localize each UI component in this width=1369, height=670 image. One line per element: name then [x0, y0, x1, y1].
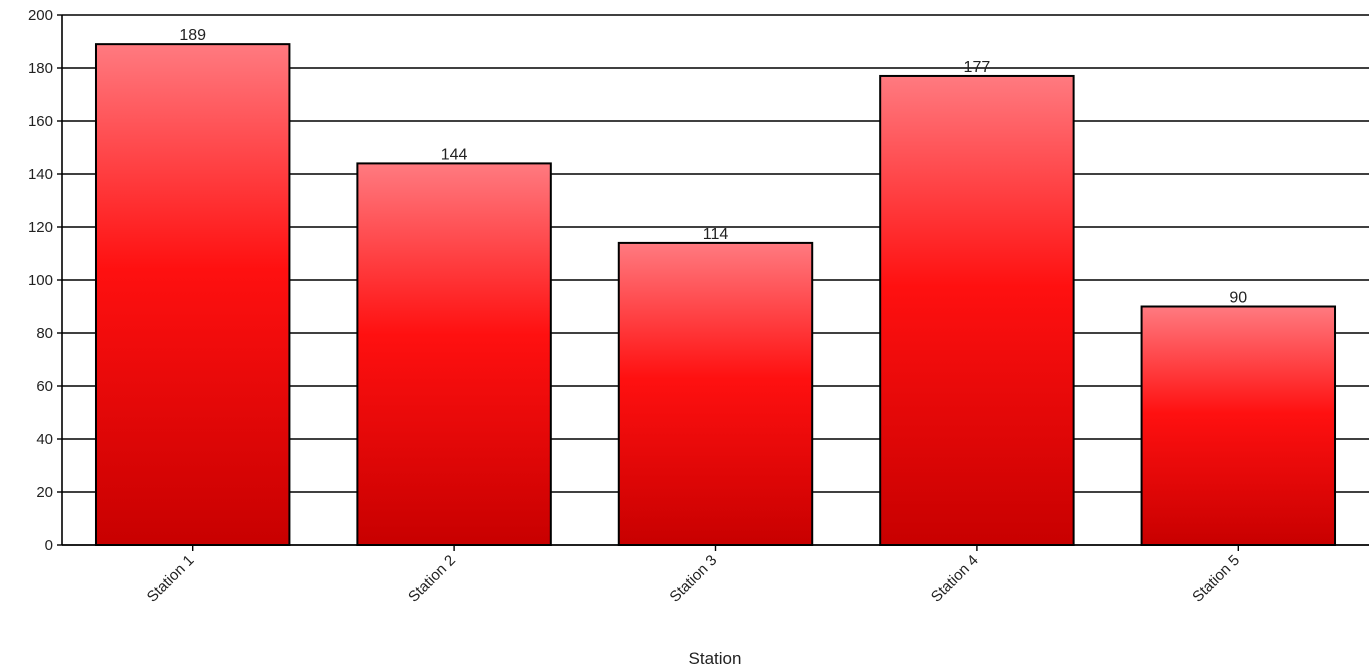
bars: [94, 43, 1337, 547]
x-tick-label: Station 5: [1189, 552, 1243, 606]
bar-value-label: 189: [179, 27, 206, 44]
y-tick-label: 20: [36, 484, 53, 501]
x-tick-label: Station 3: [666, 552, 720, 606]
y-tick-label: 80: [36, 325, 53, 342]
bar-value-label: 144: [441, 146, 468, 163]
y-tick-label: 140: [28, 166, 53, 183]
y-tick-label: 160: [28, 113, 53, 130]
bar: [617, 241, 814, 546]
axes: [57, 14, 1369, 551]
bar-value-label: 114: [703, 226, 729, 243]
y-tick-label: 180: [28, 60, 53, 77]
y-tick-label: 200: [28, 7, 53, 24]
bar: [1140, 305, 1337, 546]
x-tick-label: Station 4: [928, 552, 982, 606]
bar: [356, 162, 552, 546]
bar: [94, 43, 291, 547]
y-tick-label: 40: [36, 431, 53, 448]
y-tick-label: 100: [28, 272, 53, 289]
y-tick-label: 0: [45, 537, 53, 554]
x-tick-label: Station 2: [405, 552, 459, 606]
bar-value-label: 90: [1229, 290, 1247, 307]
x-tick-label: Station 1: [144, 552, 198, 606]
x-axis-title: Station: [689, 649, 742, 668]
y-tick-label: 60: [36, 378, 53, 395]
bar: [879, 74, 1075, 546]
bar-value-label: 177: [964, 59, 991, 76]
y-tick-label: 120: [28, 219, 53, 236]
